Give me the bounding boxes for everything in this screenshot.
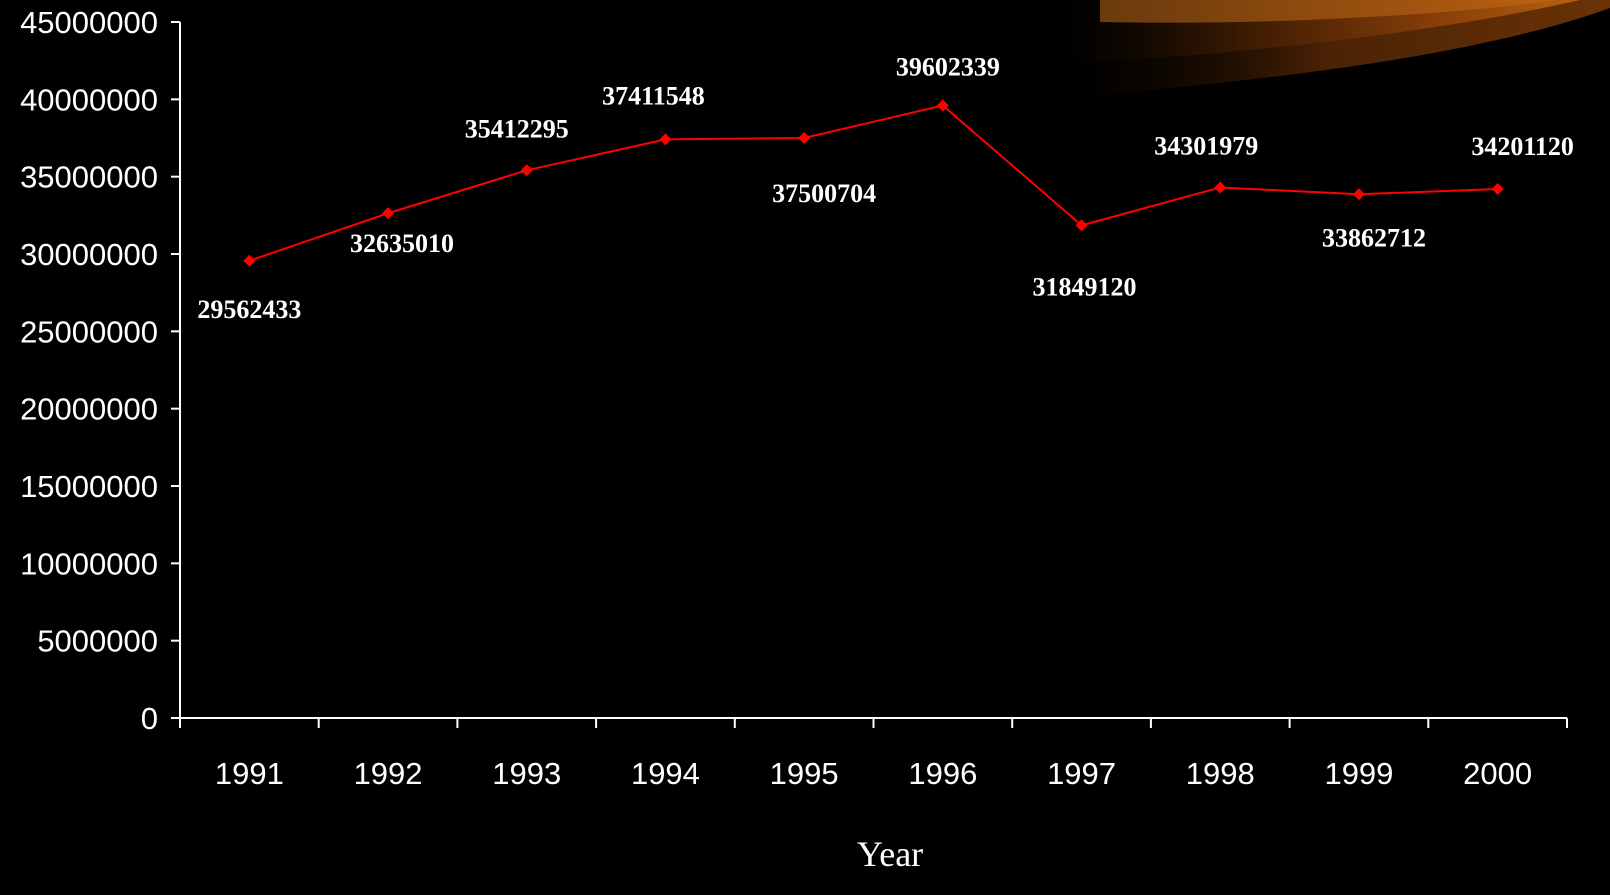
y-tick-label: 25000000 bbox=[20, 314, 158, 349]
data-point-marker bbox=[520, 164, 533, 177]
x-tick-label: 1992 bbox=[354, 756, 423, 791]
series-line-path bbox=[249, 104, 1498, 262]
data-label: 35412295 bbox=[465, 114, 569, 143]
data-label: 34201120 bbox=[1471, 132, 1574, 161]
data-label: 33862712 bbox=[1322, 223, 1426, 252]
x-tick-label: 1995 bbox=[770, 756, 839, 791]
data-label: 37411548 bbox=[602, 81, 705, 110]
y-tick-label: 35000000 bbox=[20, 160, 158, 195]
series-line bbox=[249, 104, 1498, 262]
data-point-marker bbox=[936, 99, 949, 112]
y-tick-label: 20000000 bbox=[20, 392, 158, 427]
data-point-marker bbox=[798, 131, 811, 144]
data-point-marker bbox=[1491, 183, 1504, 196]
data-labels: 29562433 32635010 35412295 37411548 37500704… bbox=[197, 52, 1574, 323]
x-tick-label: 1998 bbox=[1186, 756, 1255, 791]
x-tick-label: 1999 bbox=[1324, 756, 1393, 791]
x-tick-label: 2000 bbox=[1463, 756, 1532, 791]
data-point-marker bbox=[382, 207, 395, 220]
y-tick-label: 40000000 bbox=[20, 82, 158, 117]
y-axis-ticks: 0 5000000 10000000 15000000 20000000 25000000… bbox=[20, 5, 180, 736]
y-tick-label: 10000000 bbox=[20, 546, 158, 581]
data-point-marker bbox=[1214, 181, 1227, 194]
background-swoosh bbox=[1040, 0, 1610, 100]
data-label: 32635010 bbox=[350, 229, 454, 258]
data-label: 29562433 bbox=[197, 295, 301, 324]
y-tick-label: 45000000 bbox=[20, 5, 158, 40]
y-tick-label: 0 bbox=[141, 701, 158, 736]
y-tick-label: 15000000 bbox=[20, 469, 158, 504]
data-point-marker bbox=[1075, 219, 1088, 232]
data-label: 31849120 bbox=[1033, 272, 1137, 301]
x-tick-label: 1991 bbox=[215, 756, 284, 791]
y-tick-label: 30000000 bbox=[20, 237, 158, 272]
axes bbox=[179, 22, 1567, 719]
data-label: 39602339 bbox=[896, 52, 1000, 81]
data-label: 34301979 bbox=[1154, 131, 1258, 160]
y-tick-label: 5000000 bbox=[37, 624, 158, 659]
data-point-marker bbox=[243, 254, 256, 267]
data-label: 37500704 bbox=[772, 179, 876, 208]
x-tick-label: 1993 bbox=[492, 756, 561, 791]
x-tick-label: 1996 bbox=[908, 756, 977, 791]
x-axis-ticks: 1991 1992 1993 1994 1995 1996 1997 1998 1999 2000 bbox=[179, 718, 1568, 791]
series-markers bbox=[243, 99, 1504, 267]
data-point-marker bbox=[1352, 188, 1365, 201]
x-tick-label: 1994 bbox=[631, 756, 700, 791]
data-point-marker bbox=[659, 133, 672, 146]
x-tick-label: 1997 bbox=[1047, 756, 1116, 791]
x-axis-label: Year bbox=[857, 834, 923, 874]
